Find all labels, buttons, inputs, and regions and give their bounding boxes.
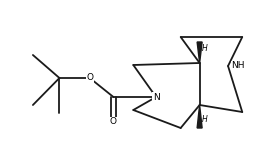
Text: O: O bbox=[86, 73, 93, 82]
Text: H: H bbox=[202, 44, 208, 53]
Polygon shape bbox=[197, 42, 202, 63]
Text: N: N bbox=[153, 92, 159, 101]
Polygon shape bbox=[197, 105, 202, 128]
Text: H: H bbox=[202, 115, 208, 124]
Text: NH: NH bbox=[231, 61, 245, 70]
Text: O: O bbox=[110, 118, 117, 127]
